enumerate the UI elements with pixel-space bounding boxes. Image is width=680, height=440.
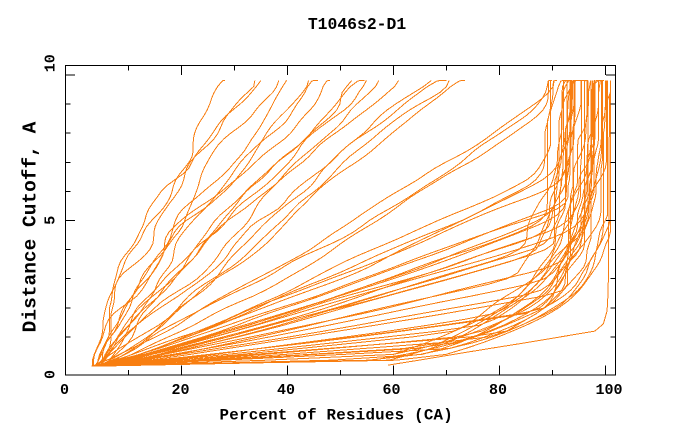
svg-text:0: 0 bbox=[43, 370, 60, 379]
svg-text:20: 20 bbox=[171, 382, 189, 399]
svg-text:40: 40 bbox=[277, 382, 295, 399]
svg-text:Percent of Residues (CA): Percent of Residues (CA) bbox=[220, 407, 454, 425]
svg-text:10: 10 bbox=[43, 54, 60, 72]
svg-text:5: 5 bbox=[43, 216, 60, 225]
svg-text:80: 80 bbox=[489, 382, 507, 399]
svg-text:Distance Cutoff, A: Distance Cutoff, A bbox=[20, 121, 42, 332]
svg-text:0: 0 bbox=[60, 382, 69, 399]
svg-text:T1046s2-D1: T1046s2-D1 bbox=[308, 15, 407, 34]
svg-text:100: 100 bbox=[595, 382, 622, 399]
svg-text:60: 60 bbox=[382, 382, 400, 399]
